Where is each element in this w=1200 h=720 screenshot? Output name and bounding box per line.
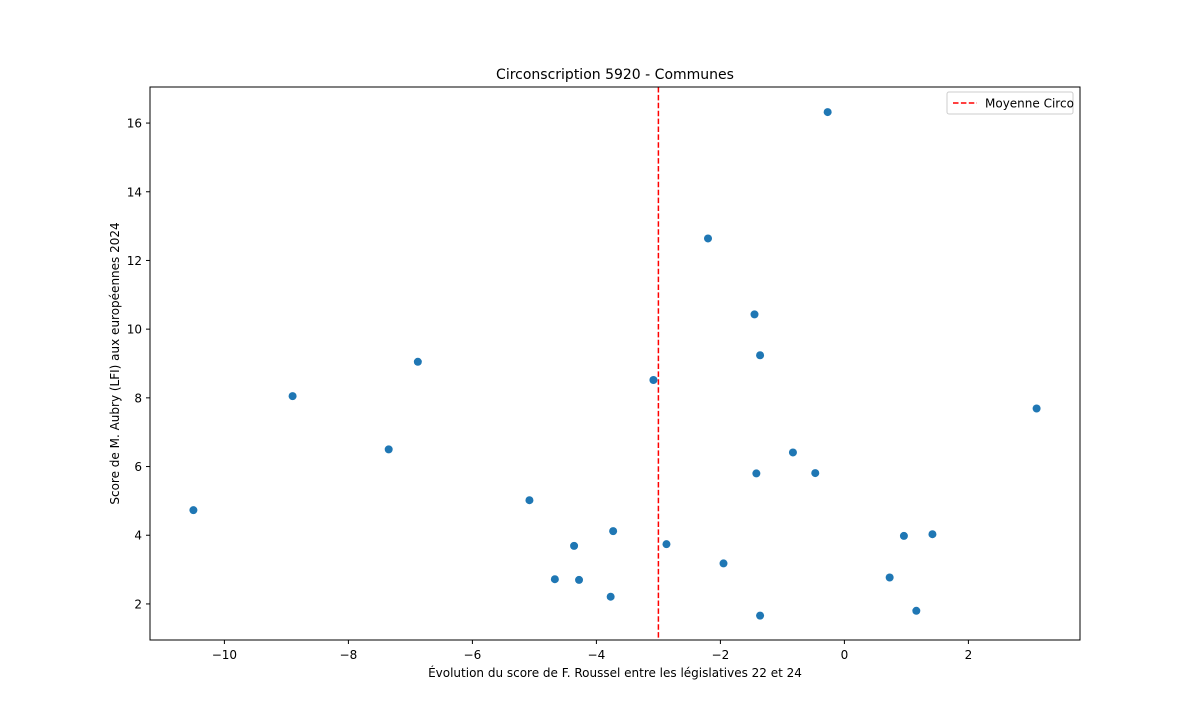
points-layer	[189, 108, 1041, 620]
y-tick-label: 8	[134, 391, 142, 405]
legend-label: Moyenne Circo	[985, 97, 1074, 111]
y-tick-label: 14	[127, 185, 142, 199]
x-tick-label: 0	[841, 648, 849, 662]
legend: Moyenne Circo	[946, 91, 1074, 115]
data-point	[899, 531, 908, 540]
data-point	[575, 575, 584, 584]
data-point	[662, 540, 671, 549]
data-point	[570, 541, 579, 550]
data-point	[756, 351, 765, 360]
y-tick-label: 4	[134, 529, 142, 543]
x-axis-label: Évolution du score de F. Roussel entre l…	[428, 665, 802, 680]
data-point	[413, 357, 422, 366]
data-point	[649, 375, 658, 384]
x-tick-label: −4	[588, 648, 606, 662]
data-point	[756, 611, 765, 620]
data-point	[288, 392, 297, 401]
x-axis: −10 −8 −6 −4 −2 0 2	[212, 640, 972, 662]
data-point	[928, 530, 937, 539]
x-tick-label: −8	[340, 648, 358, 662]
data-point	[1032, 404, 1041, 413]
data-point	[912, 606, 921, 615]
y-tick-label: 2	[134, 597, 142, 611]
data-point	[811, 469, 820, 478]
data-point	[885, 573, 894, 582]
plot-area-frame	[149, 86, 1081, 641]
y-axis-label: Score de M. Aubry (LFI) aux européennes …	[108, 222, 122, 504]
data-point	[704, 234, 712, 243]
x-tick-label: −10	[212, 648, 237, 662]
data-point	[189, 506, 198, 515]
data-point	[550, 575, 559, 584]
x-tick-label: −6	[464, 648, 482, 662]
x-tick-label: 2	[965, 648, 973, 662]
data-point	[525, 496, 534, 505]
data-point	[788, 448, 797, 457]
data-point	[823, 108, 832, 117]
legend-box	[946, 91, 1074, 115]
y-axis: 2 4 6 8 10 12 14 16	[127, 117, 150, 611]
data-point	[384, 445, 393, 454]
y-tick-label: 16	[127, 117, 142, 131]
data-point	[609, 527, 618, 536]
data-point	[750, 310, 759, 319]
y-tick-label: 12	[127, 254, 142, 268]
x-tick-label: −2	[712, 648, 730, 662]
data-point	[719, 559, 728, 568]
data-point	[606, 592, 615, 601]
y-tick-label: 10	[127, 323, 142, 337]
y-tick-label: 6	[134, 460, 142, 474]
chart-title: Circonscription 5920 - Communes	[496, 67, 734, 83]
data-point	[752, 469, 761, 478]
